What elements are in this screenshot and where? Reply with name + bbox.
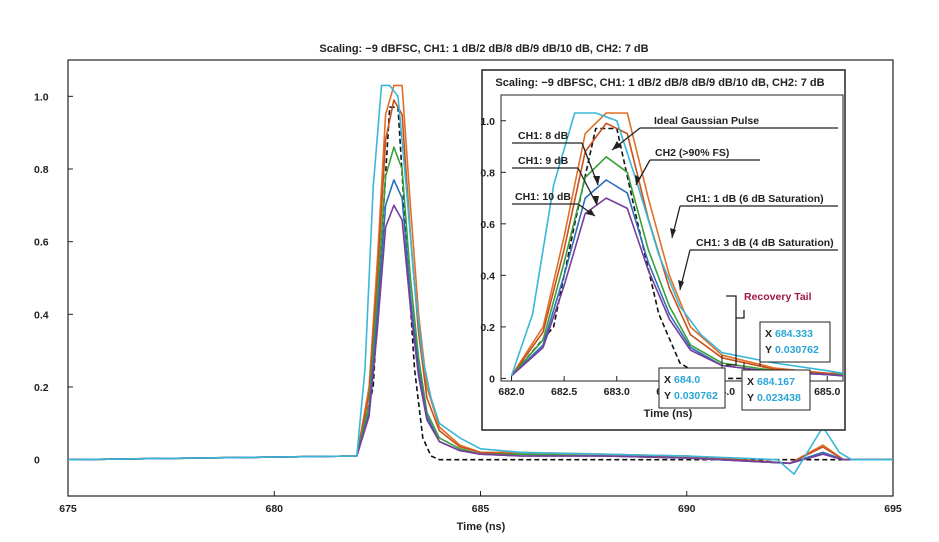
datatip-1: X 684.0 Y 0.030762 [658, 355, 726, 409]
datatip-2-y: 0.023438 [757, 392, 801, 404]
inset-y-tick-label: 0.6 [480, 219, 495, 231]
svg-text:X: X [765, 328, 772, 340]
main-x-tick-label: 675 [59, 503, 77, 515]
main-y-tick-label: 0.2 [34, 382, 49, 394]
svg-text:Y: Y [664, 390, 671, 402]
main-x-tick-label: 685 [472, 503, 490, 515]
datatip-3: X 684.333 Y 0.030762 [759, 321, 831, 366]
series-line-ch2-90-fs- [67, 84, 893, 476]
series-line-ch1-10-db [67, 204, 893, 465]
main-chart-title: Scaling: −9 dBFSC, CH1: 1 dB/2 dB/8 dB/9… [319, 43, 648, 55]
label-ch2: CH2 (>90% FS) [655, 147, 729, 159]
series-line-ch1-1-db-6-db-saturation- [510, 112, 843, 377]
inset-y-tick-label: 0 [489, 373, 495, 385]
label-ch1-1db: CH1: 1 dB (6 dB Saturation) [686, 193, 824, 205]
inset-x-tick-label: 682.5 [551, 386, 577, 398]
label-recovery-tail: Recovery Tail [744, 291, 812, 303]
label-ch1-9db: CH1: 9 dB [518, 155, 569, 167]
datatip-3-y: 0.030762 [775, 344, 819, 356]
main-x-tick-label: 690 [678, 503, 696, 515]
inset-x-tick-label: 683.0 [604, 386, 630, 398]
datatip-1-x: 684.0 [674, 374, 700, 386]
svg-text:X: X [747, 376, 754, 388]
annotation-arrowheads [586, 141, 684, 290]
inset-y-tick-label: 0.2 [480, 322, 495, 334]
main-y-tick-label: 0.6 [34, 237, 49, 249]
main-y-tick-label: 0.8 [34, 164, 49, 176]
main-y-tick-label: 0 [34, 455, 40, 467]
main-y-tick-label: 1.0 [34, 91, 49, 103]
label-ch1-10db: CH1: 10 dB [515, 191, 571, 203]
svg-text:Y: Y [765, 344, 772, 356]
main-x-tick-label: 680 [265, 503, 283, 515]
series-line-ideal-gaussian-pulse [67, 106, 893, 461]
datatip-3-x: 684.333 [775, 328, 813, 340]
inset-y-tick-label: 0.8 [480, 167, 495, 179]
datatip-1-y: 0.030762 [674, 390, 718, 402]
label-ideal-gaussian: Ideal Gaussian Pulse [654, 115, 759, 127]
svg-text:Y: Y [747, 392, 754, 404]
datatip-2: X 684.167 Y 0.023438 [741, 362, 811, 411]
inset-x-tick-label: 685.0 [814, 386, 840, 398]
inset-x-tick-label: 682.0 [498, 386, 524, 398]
main-x-axis-label: Time (ns) [457, 521, 506, 533]
label-ch1-8db: CH1: 8 dB [518, 130, 569, 142]
inset-chart-title: Scaling: −9 dBFSC, CH1: 1 dB/2 dB/8 dB/9… [495, 77, 824, 89]
inset-y-tick-label: 1.0 [480, 116, 495, 128]
annotation-leaders [512, 127, 838, 366]
main-x-tick-label: 695 [884, 503, 902, 515]
datatip-2-x: 684.167 [757, 376, 795, 388]
inset-y-tick-label: 0.4 [480, 270, 495, 282]
label-ch1-3db: CH1: 3 dB (4 dB Saturation) [696, 237, 834, 249]
main-y-tick-label: 0.4 [34, 309, 49, 321]
svg-text:X: X [664, 374, 671, 386]
inset-x-axis-label: Time (ns) [644, 408, 693, 420]
